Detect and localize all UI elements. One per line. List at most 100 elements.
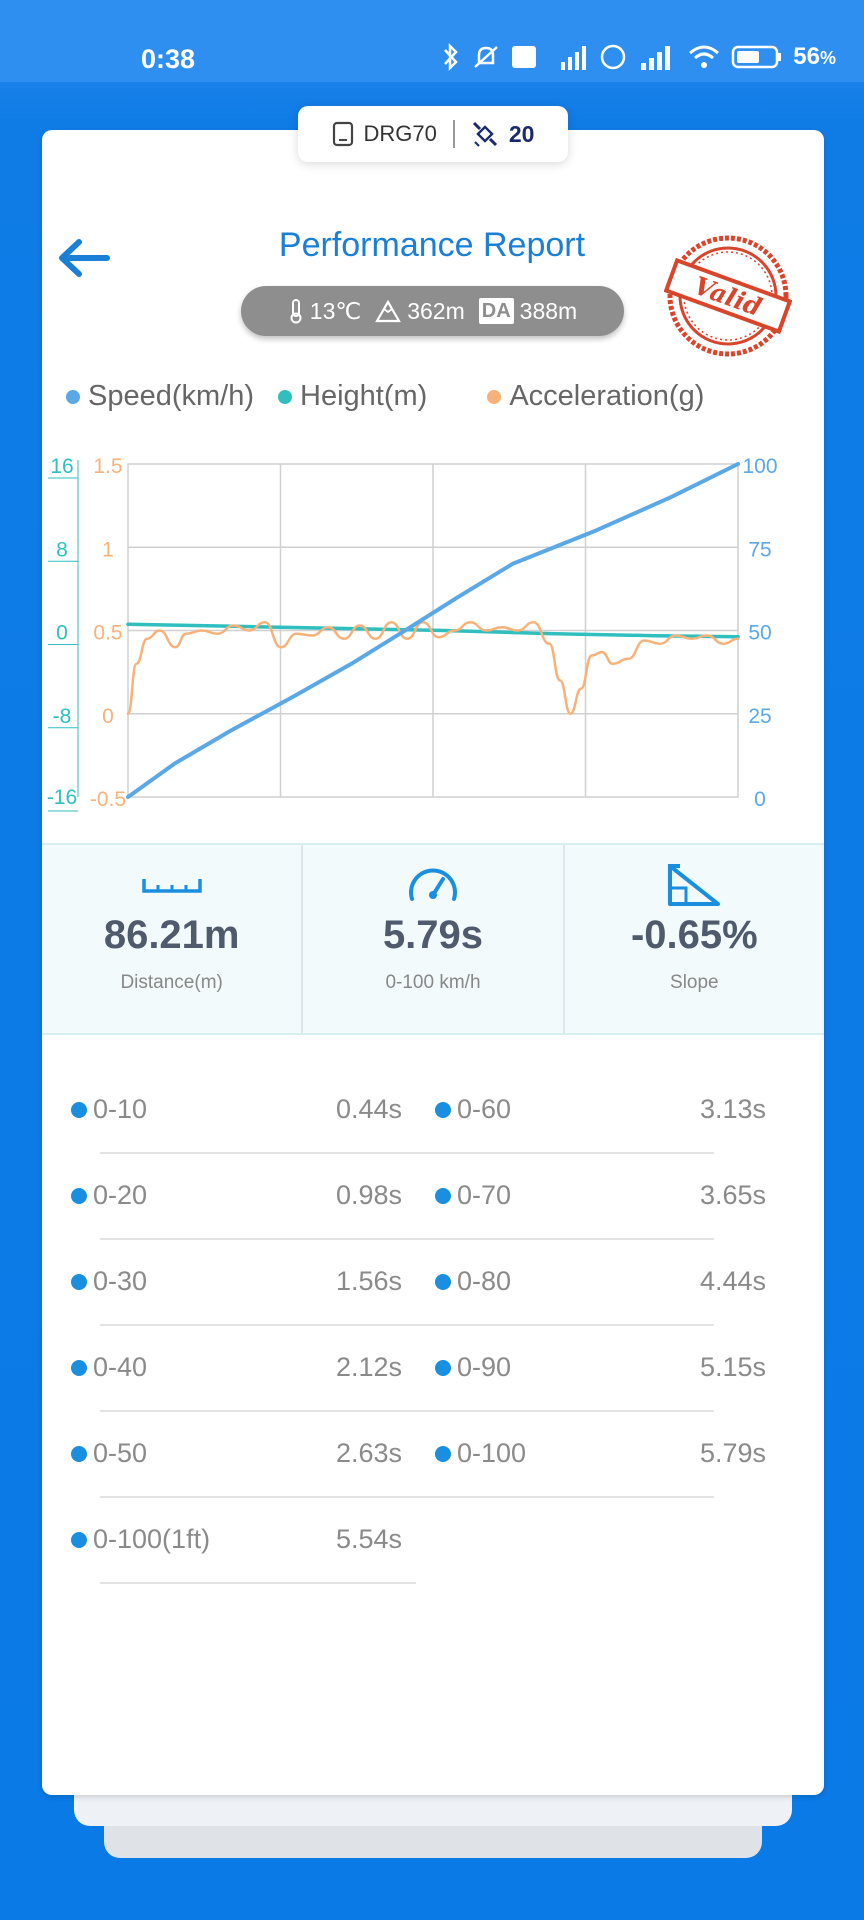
bullet-dot [71, 1532, 87, 1548]
split-name: 0-100(1ft) [93, 1524, 211, 1554]
acceleration-time-metric: 5.79s 0-100 km/h [303, 845, 565, 1033]
split-name: 0-30 [93, 1266, 148, 1296]
volte-icon [512, 46, 537, 68]
bullet-dot [435, 1102, 451, 1118]
speed-tick-label: 75 [748, 538, 771, 561]
split-name: 0-70 [457, 1180, 512, 1210]
split-time: 4.44s [700, 1266, 767, 1296]
speed-tick-label: 50 [748, 622, 771, 645]
row-divider [100, 1410, 714, 1412]
acceleration-time-value: 5.79s [382, 913, 484, 957]
split-name: 0-60 [457, 1094, 512, 1124]
legend-acceleration[interactable]: Acceleration(g) [487, 380, 704, 413]
split-time: 5.15s [700, 1352, 767, 1382]
split-time: 1.56s [336, 1266, 403, 1296]
metrics-panel: 86.21m Distance(m) 5.79s 0-100 km/h -0.6… [42, 843, 824, 1035]
roaming-icon [601, 44, 626, 70]
bullet-dot [435, 1446, 451, 1462]
split-name: 0-40 [93, 1352, 148, 1382]
bluetooth-icon [444, 43, 459, 71]
temperature: 13℃ [288, 298, 361, 325]
legend-acceleration-label: Acceleration(g) [509, 380, 705, 412]
height-tick-label: -8 [53, 705, 72, 728]
distance-value: 86.21m [103, 913, 240, 957]
accel-series-line [126, 620, 740, 716]
legend-height[interactable]: Height(m) [278, 380, 427, 413]
page-title: Performance Report [278, 226, 586, 264]
split-time: 3.13s [700, 1094, 767, 1124]
accel-tick-label: 0 [102, 705, 114, 728]
device-info[interactable]: DRG70 20 [298, 106, 568, 162]
split-item: 0-40 2.12s [71, 1328, 411, 1414]
split-time: 2.12s [336, 1352, 403, 1382]
row-divider [100, 1582, 416, 1584]
split-item: 0-30 1.56s [71, 1242, 411, 1328]
height-tick-label: 16 [50, 455, 73, 478]
legend-speed[interactable]: Speed(km/h) [66, 380, 254, 413]
thermometer-icon [290, 299, 302, 324]
slope-value: -0.65% [630, 913, 758, 957]
accel-tick-label: 1.5 [93, 455, 122, 478]
split-name: 0-90 [457, 1352, 512, 1382]
distance-metric: 86.21m Distance(m) [42, 845, 304, 1033]
split-row: 0-10 0.44s 0-60 3.13s [0, 1070, 864, 1156]
bullet-dot [435, 1360, 451, 1376]
bullet-dot [435, 1188, 451, 1204]
altitude-value: 362m [407, 297, 465, 324]
bullet-dot [71, 1102, 87, 1118]
signal-icon [641, 46, 671, 70]
speed-tick-label: 25 [748, 705, 771, 728]
bullet-dot [71, 1446, 87, 1462]
accel-tick-label: 1 [102, 538, 114, 561]
split-item: 0-80 4.44s [435, 1242, 775, 1328]
split-item: 0-50 2.63s [71, 1414, 411, 1500]
satellite-count: 20 [508, 120, 535, 147]
speedometer-icon [409, 868, 457, 901]
device-icon [332, 121, 353, 147]
battery-icon [732, 45, 782, 69]
split-item: 0-20 0.98s [71, 1156, 411, 1242]
conditions-bar: 13℃ 362m DA 388m [241, 286, 624, 336]
row-divider [100, 1496, 714, 1498]
slope-icon [668, 864, 721, 906]
speed-tick-label: 100 [742, 455, 777, 478]
speed-dot [66, 389, 80, 404]
split-name: 0-20 [93, 1180, 148, 1210]
split-time: 5.54s [336, 1524, 403, 1554]
acceleration-time-label: 0-100 km/h [385, 972, 481, 993]
height-tick-label: -16 [47, 786, 77, 809]
split-time: 3.65s [700, 1180, 767, 1210]
height-tick-label: 8 [56, 538, 68, 561]
split-time: 2.63s [336, 1438, 403, 1468]
da-label: DA [478, 298, 514, 324]
row-divider [100, 1324, 714, 1326]
slope-label: Slope [670, 972, 719, 993]
height-tick-label: 0 [56, 622, 68, 645]
split-item: 0-90 5.15s [435, 1328, 775, 1414]
split-item: 0-10 0.44s [71, 1070, 411, 1156]
density-altitude-value: 388m [519, 297, 578, 324]
split-row: 0-30 1.56s 0-80 4.44s [0, 1242, 864, 1328]
split-item: 0-60 3.13s [435, 1070, 775, 1156]
split-row: 0-50 2.63s 0-100 5.79s [0, 1414, 864, 1500]
satellite-icon [472, 121, 497, 147]
status-bar: 0:38 56% [0, 0, 864, 82]
bullet-dot [435, 1274, 451, 1290]
bullet-dot [71, 1360, 87, 1376]
back-button[interactable] [56, 230, 112, 286]
distance-label: Distance(m) [120, 972, 223, 993]
valid-stamp-icon: Valid [664, 235, 792, 357]
legend-height-label: Height(m) [300, 380, 428, 412]
split-name: 0-80 [457, 1266, 512, 1296]
split-item: 0-100 5.79s [435, 1414, 775, 1500]
accel-tick-label: -0.5 [90, 788, 126, 811]
wifi-icon [689, 45, 720, 68]
split-time: 0.98s [336, 1180, 403, 1210]
density-altitude: DA 388m [478, 297, 578, 325]
device-name: DRG70 [363, 121, 437, 146]
split-item: 0-70 3.65s [435, 1156, 775, 1242]
height-dot [278, 389, 293, 404]
signal-4g-icon [561, 46, 587, 70]
row-divider [100, 1238, 714, 1240]
mountain-icon [375, 299, 402, 323]
